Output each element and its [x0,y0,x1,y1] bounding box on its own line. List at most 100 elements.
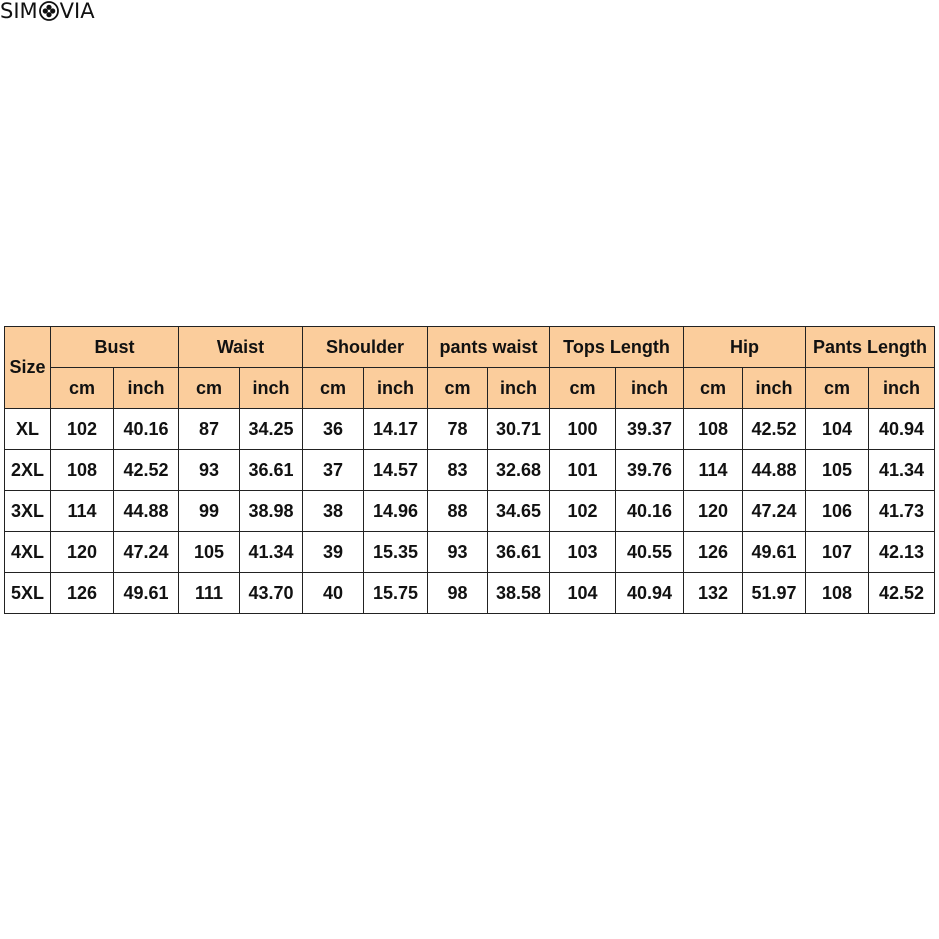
unit-row: cm inch cm inch cm inch cm inch cm inch cm inch cm in… [5,367,935,409]
unit-inch: inch [868,367,935,409]
value-cell: 40.16 [113,408,179,450]
value-cell: 39.76 [615,449,684,491]
unit-cm: cm [50,367,114,409]
value-cell: 37 [302,449,364,491]
value-cell: 114 [50,490,114,532]
unit-inch: inch [363,367,428,409]
group-header: Waist [178,326,303,368]
value-cell: 40.94 [868,408,935,450]
value-cell: 40.55 [615,531,684,573]
value-cell: 114 [683,449,743,491]
value-cell: 44.88 [113,490,179,532]
group-header: Shoulder [302,326,428,368]
value-cell: 42.52 [868,572,935,614]
value-cell: 39.37 [615,408,684,450]
value-cell: 38.98 [239,490,303,532]
value-cell: 41.34 [868,449,935,491]
value-cell: 126 [683,531,743,573]
value-cell: 38 [302,490,364,532]
value-cell: 126 [50,572,114,614]
value-cell: 42.52 [113,449,179,491]
value-cell: 98 [427,572,488,614]
table-row: 5XL 126 49.61 111 43.70 40 15.75 98 38.58 104 40.9… [4,572,935,614]
value-cell: 34.25 [239,408,303,450]
value-cell: 49.61 [113,572,179,614]
value-cell: 49.61 [742,531,806,573]
value-cell: 104 [549,572,616,614]
value-cell: 102 [50,408,114,450]
group-header: Pants Length [805,326,935,368]
unit-inch: inch [239,367,303,409]
size-cell: 2XL [4,449,51,491]
unit-cm: cm [549,367,616,409]
value-cell: 102 [549,490,616,532]
value-cell: 39 [302,531,364,573]
table-row: 3XL 114 44.88 99 38.98 38 14.96 88 34.65 102 40.16… [4,490,935,532]
value-cell: 111 [178,572,240,614]
value-cell: 105 [805,449,869,491]
value-cell: 36 [302,408,364,450]
value-cell: 38.58 [487,572,550,614]
value-cell: 14.17 [363,408,428,450]
value-cell: 42.52 [742,408,806,450]
unit-cm: cm [427,367,488,409]
value-cell: 36.61 [239,449,303,491]
table-row: XL 102 40.16 87 34.25 36 14.17 78 30.71 100 39.37 1… [4,408,935,450]
value-cell: 47.24 [742,490,806,532]
size-cell: XL [4,408,51,450]
value-cell: 99 [178,490,240,532]
size-chart-table: Size Bust Waist Shoulder pants waist Tops Len… [4,326,935,614]
group-header: Bust [50,326,179,368]
value-cell: 106 [805,490,869,532]
unit-inch: inch [615,367,684,409]
value-cell: 51.97 [742,572,806,614]
value-cell: 40.94 [615,572,684,614]
value-cell: 132 [683,572,743,614]
group-header: Tops Length [549,326,684,368]
size-cell: 4XL [4,531,51,573]
size-cell: 3XL [4,490,51,532]
value-cell: 93 [178,449,240,491]
value-cell: 43.70 [239,572,303,614]
value-cell: 108 [50,449,114,491]
logo-clover-icon [38,1,59,21]
value-cell: 100 [549,408,616,450]
value-cell: 88 [427,490,488,532]
value-cell: 104 [805,408,869,450]
value-cell: 93 [427,531,488,573]
value-cell: 47.24 [113,531,179,573]
size-header: Size [4,326,51,409]
value-cell: 108 [805,572,869,614]
value-cell: 83 [427,449,488,491]
value-cell: 42.13 [868,531,935,573]
value-cell: 41.34 [239,531,303,573]
value-cell: 78 [427,408,488,450]
unit-cm: cm [302,367,364,409]
value-cell: 103 [549,531,616,573]
value-cell: 101 [549,449,616,491]
value-cell: 40.16 [615,490,684,532]
value-cell: 108 [683,408,743,450]
value-cell: 30.71 [487,408,550,450]
unit-cm: cm [805,367,869,409]
unit-inch: inch [742,367,806,409]
value-cell: 34.65 [487,490,550,532]
value-cell: 15.35 [363,531,428,573]
value-cell: 120 [683,490,743,532]
value-cell: 87 [178,408,240,450]
value-cell: 120 [50,531,114,573]
value-cell: 36.61 [487,531,550,573]
value-cell: 41.73 [868,490,935,532]
group-header: Hip [683,326,806,368]
unit-inch: inch [113,367,179,409]
value-cell: 44.88 [742,449,806,491]
unit-cm: cm [178,367,240,409]
value-cell: 14.96 [363,490,428,532]
table-row: 2XL 108 42.52 93 36.61 37 14.57 83 32.68 101 39.76… [4,449,935,491]
value-cell: 32.68 [487,449,550,491]
value-cell: 105 [178,531,240,573]
value-cell: 15.75 [363,572,428,614]
value-cell: 107 [805,531,869,573]
table-row: 4XL 120 47.24 105 41.34 39 15.35 93 36.61 103 40.5… [4,531,935,573]
group-header: pants waist [427,326,550,368]
